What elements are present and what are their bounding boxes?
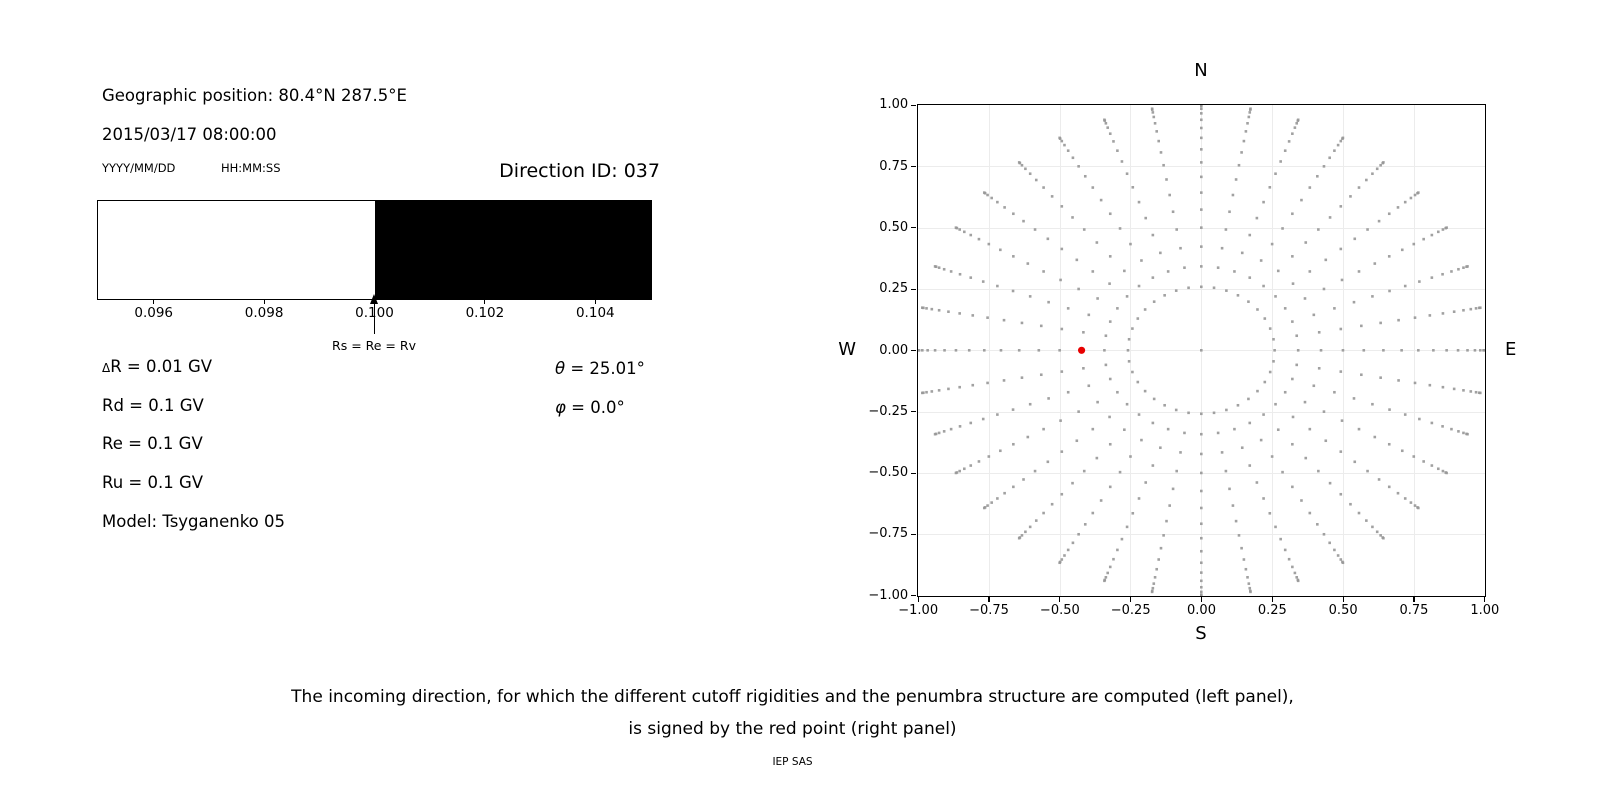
x-axis-tick: [988, 597, 990, 602]
x-axis-tick: [1484, 597, 1486, 602]
x-axis-tick-label: −0.25: [1110, 603, 1151, 618]
datetime-text: 2015/03/17 08:00:00: [102, 125, 277, 144]
y-axis-tick: [911, 533, 916, 536]
param-theta: θ = 25.01°: [555, 359, 645, 378]
param-ru: Ru = 0.1 GV: [102, 473, 204, 492]
credit-text: IEP SAS: [772, 756, 813, 768]
y-axis-tick: [911, 288, 916, 290]
gridline: [918, 288, 1485, 290]
compass-east-label: E: [1505, 339, 1517, 360]
phi-value: = 0.0°: [565, 398, 625, 417]
y-axis-tick: [911, 227, 916, 229]
theta-symbol: θ: [555, 359, 566, 378]
x-axis-tick: [1413, 597, 1415, 602]
x-axis-tick-label: 1.00: [1470, 603, 1500, 618]
caption-line-2: is signed by the red point (right panel): [628, 719, 957, 739]
x-axis-tick-label: −0.75: [969, 603, 1009, 618]
x-axis-tick: [1130, 597, 1132, 602]
x-axis-tick-label: 0.25: [1257, 603, 1287, 618]
y-axis-tick: [911, 165, 916, 168]
penumbra-tick-mark: [484, 300, 486, 304]
x-axis-tick: [1271, 597, 1273, 602]
delta-symbol: Δ: [102, 361, 111, 375]
geo-position-text: Geographic position: 80.4°N 287.5°E: [102, 86, 407, 105]
y-axis-tick-label: −0.75: [868, 526, 909, 542]
y-axis-tick-label: −0.50: [868, 465, 909, 481]
x-axis-tick: [1200, 597, 1203, 602]
penumbra-tick-mark: [153, 300, 155, 304]
penumbra-chart: [97, 200, 652, 300]
time-format-label: HH:MM:SS: [221, 161, 281, 175]
param-re: Re = 0.1 GV: [102, 434, 203, 453]
param-rd: Rd = 0.1 GV: [102, 396, 204, 415]
y-axis-tick: [911, 349, 916, 352]
delta-r-value: R = 0.01 GV: [110, 357, 213, 376]
y-axis-tick: [911, 104, 916, 106]
penumbra-tick-label: 0.098: [244, 305, 284, 321]
caption-line-1: The incoming direction, for which the di…: [291, 687, 1294, 707]
penumbra-tick-mark: [263, 300, 265, 304]
x-axis-tick-label: 0.00: [1187, 603, 1216, 618]
gridline: [918, 166, 1485, 168]
selected-direction-point: [1077, 346, 1086, 354]
penumbra-forbidden-region: [374, 201, 651, 299]
gridline: [1272, 105, 1274, 596]
x-axis-tick-label: −1.00: [898, 603, 939, 618]
y-axis-tick-label: −0.25: [868, 403, 909, 419]
y-axis-tick: [911, 411, 916, 413]
y-axis-tick-label: 0.50: [879, 219, 909, 235]
date-format-label: YYYY/MM/DD: [102, 161, 176, 175]
x-axis-tick: [1059, 597, 1061, 602]
param-delta-r: ΔR = 0.01 GV: [102, 357, 212, 376]
x-axis-tick-label: 0.50: [1328, 603, 1358, 618]
x-axis-tick-label: 0.75: [1399, 603, 1429, 618]
rs-annotation: Rs = Re = Rv: [332, 338, 416, 353]
direction-grid-dots: [918, 105, 1485, 596]
gridline: [1413, 105, 1415, 596]
rigidity-arrow-head: [370, 294, 378, 304]
x-axis-tick: [1342, 597, 1344, 602]
direction-id-text: Direction ID: 037: [499, 160, 660, 182]
compass-south-label: S: [1195, 623, 1207, 644]
x-axis-tick-label: −0.50: [1039, 603, 1080, 618]
y-axis-tick-label: 1.00: [879, 97, 909, 113]
y-axis-tick: [911, 472, 916, 474]
y-axis-tick: [911, 595, 916, 597]
y-axis-tick-label: −1.00: [868, 587, 909, 603]
penumbra-tick-label: 0.104: [575, 305, 615, 321]
phi-symbol: φ: [555, 398, 566, 417]
y-axis-tick-label: 0.00: [879, 342, 909, 358]
direction-plot: [917, 104, 1486, 597]
compass-west-label: W: [838, 339, 856, 360]
y-axis-tick-label: 0.75: [879, 158, 909, 174]
param-model: Model: Tsyganenko 05: [102, 512, 286, 531]
x-axis-tick: [917, 597, 919, 602]
penumbra-tick-label: 0.096: [134, 305, 174, 321]
compass-north-label: N: [1194, 60, 1208, 81]
penumbra-tick-mark: [594, 300, 596, 304]
penumbra-tick-label: 0.102: [465, 305, 505, 321]
param-phi: φ = 0.0°: [555, 398, 625, 417]
theta-value: = 25.01°: [565, 359, 645, 378]
rigidity-arrow-line: [373, 303, 376, 334]
y-axis-tick-label: 0.25: [879, 281, 909, 297]
